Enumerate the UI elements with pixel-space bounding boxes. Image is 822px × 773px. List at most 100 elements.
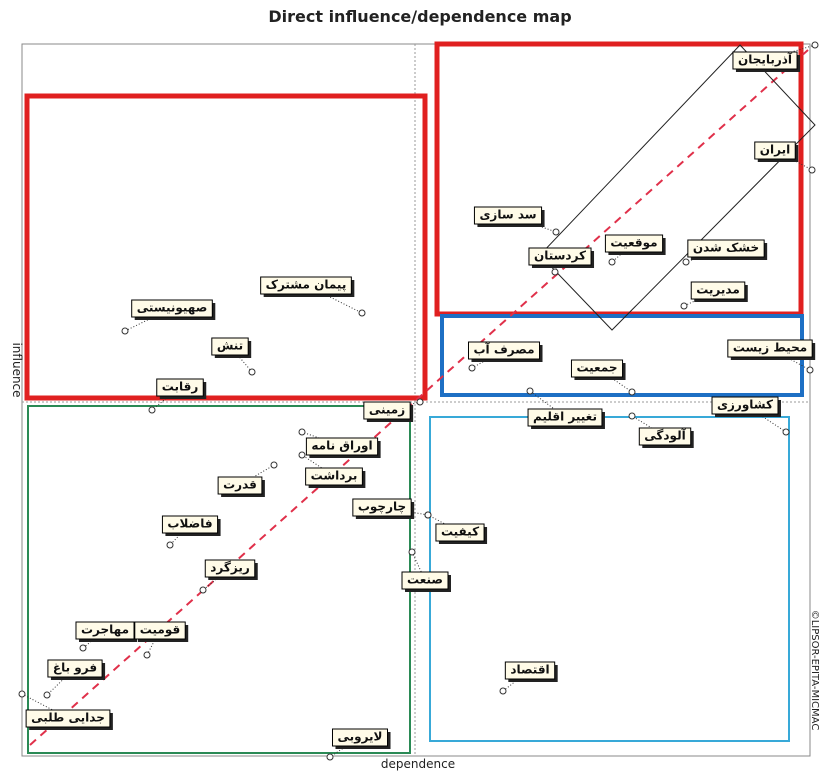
node-point [248,368,256,376]
node-point [499,687,507,695]
node-point [468,364,476,372]
chart-title: Direct influence/dependence map [268,7,571,26]
label-box [260,276,352,295]
node-label: اوراق نامه [311,439,372,454]
node-label: کشاورزی [717,398,773,413]
node-point [682,258,690,266]
node-label: تغییر اقلیم [533,410,597,424]
label-box [305,467,363,486]
node-label: پیمان مشترک [266,278,347,292]
node-label: خشک شدن [693,241,759,255]
label-box [217,476,263,495]
node: آذربایجان [732,41,819,72]
node-label: جمعیت [576,361,617,375]
node-point [808,166,816,174]
connector [744,404,787,433]
node-point [121,327,129,335]
plot-frame [21,43,811,757]
label-box [75,621,135,640]
cluster-outline [539,44,816,331]
label-box [352,498,412,517]
node: کیفیت [424,511,488,544]
node-point [43,691,51,699]
label-box [131,299,213,318]
label-box [528,247,592,266]
node: سد سازی [473,206,560,236]
connector [507,214,557,233]
label-box [204,559,256,578]
node-point [424,511,432,519]
node-point [199,586,207,594]
node-label: کیفیت [441,525,479,539]
label-box [638,427,692,446]
label-box [527,408,603,427]
label-box [134,621,186,640]
node-label: کردستان [534,249,586,263]
node: تغییر اقلیم [526,387,605,429]
node: ریزگرد [199,559,258,594]
node-label: فرو باغ [53,661,97,676]
label-box [156,378,204,397]
node-point [18,690,26,698]
x-axis-label: dependence [381,757,455,771]
node-point [143,651,151,659]
node: فاضلاب [161,515,221,549]
node-point [408,548,416,556]
node: مصرف آب [467,341,543,372]
node-label: مدیریت [696,283,740,297]
node-label: تنش [217,339,243,353]
node-label: آذربایجان [738,52,793,67]
label-box [473,206,543,225]
region-box [24,93,428,401]
label-box [25,709,111,728]
node: رقابت [148,378,207,414]
label-box [211,337,249,356]
node-label: محیط زیست [733,341,807,355]
label-box [570,359,624,378]
node-point [628,412,636,420]
node-label: جدایی طلبی [31,711,105,725]
node: اوراق نامه [298,428,381,458]
node-point [811,41,819,49]
label-box [467,341,541,360]
label-box [331,728,389,747]
node-point [148,406,156,414]
node-label: مهاجرت [81,623,129,637]
node: لایروبی [326,728,391,761]
node: خشک شدن [682,239,768,266]
node: مهاجرت [75,621,138,652]
label-box [504,661,556,680]
node-point [782,428,790,436]
label-box [711,396,779,415]
node-label: لایروبی [337,730,382,745]
node-label: قدرت [223,478,257,492]
node-label: رقابت [162,380,199,394]
node: قومیت [134,621,189,659]
node: کشاورزی [711,396,790,436]
node: زمینی [363,398,424,422]
node-label: ایران [760,143,790,157]
connector [411,551,426,581]
node-point [806,366,814,374]
node-label: قومیت [140,623,180,638]
node: صهیونیستی [121,299,216,335]
node: جمعیت [570,359,636,396]
label-box [604,234,664,253]
node-label: آلودگی [644,428,686,444]
y-axis-label: influence [10,342,24,397]
node: کردستان [528,247,595,276]
label-box [47,659,103,678]
label-box [363,401,411,420]
node-label: اقتصاد [510,663,549,677]
node: فرو باغ [43,659,106,699]
node-point [270,461,278,469]
connector [169,523,191,546]
node-point [551,268,559,276]
node-point [358,309,366,317]
node: صنعت [401,548,451,592]
connector [529,390,566,418]
label-box [732,51,798,70]
node-point [326,753,334,761]
nodes: آذربایجان ایران سد سازی موقعیت کردستان خشک شد… [18,41,819,761]
node-point [166,541,174,549]
